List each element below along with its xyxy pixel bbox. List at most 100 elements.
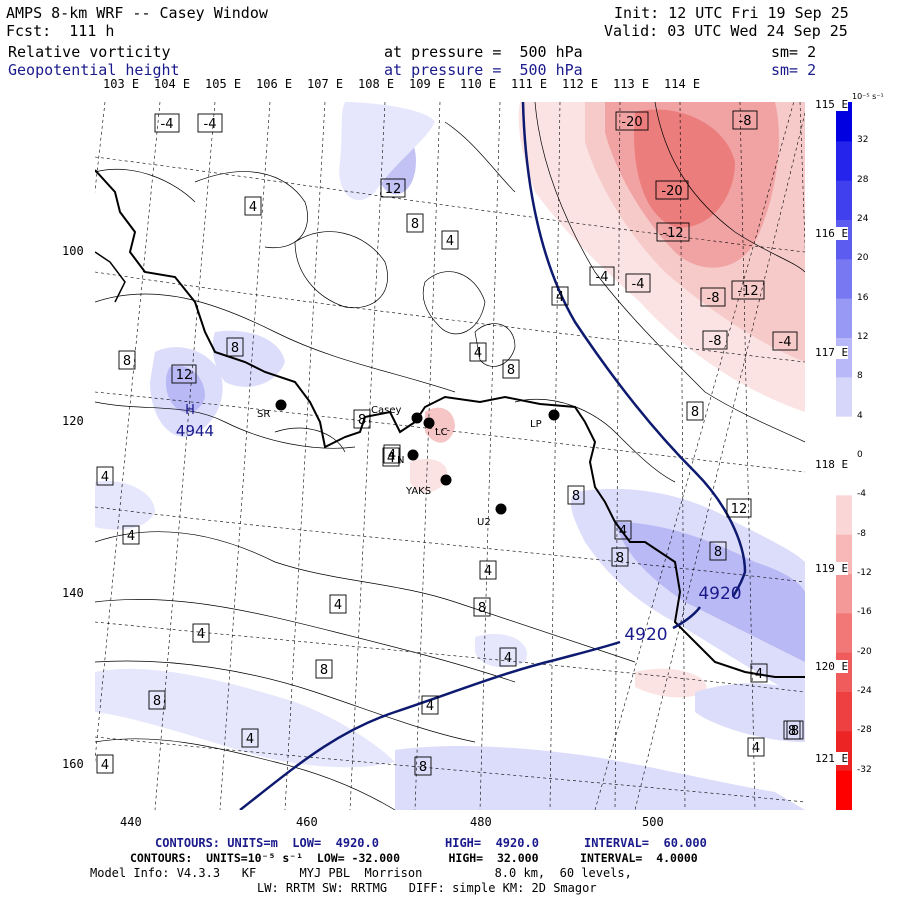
contour-label-value: 4 — [334, 598, 342, 613]
longitude-label: 113 E — [613, 77, 650, 91]
colorbar-unit: 10⁻⁵ s⁻¹ — [852, 92, 884, 101]
contour-label-box — [732, 110, 758, 130]
contour-label-box — [502, 359, 520, 379]
colorbar-label: -32 — [857, 764, 872, 775]
contour-label-box — [171, 364, 197, 384]
colorbar-label: 24 — [857, 214, 869, 224]
colorbar-label: 32 — [857, 135, 869, 146]
latitude-label: 119 E — [815, 562, 849, 575]
field1-pressure: at pressure = 500 hPa — [384, 43, 583, 61]
contour-label-box — [750, 663, 768, 683]
y-tick-label: 140 — [62, 586, 84, 600]
field1-name: Relative vorticity — [8, 43, 171, 61]
longitude-label: 105 E — [205, 77, 242, 91]
contour-label-value: -8 — [707, 291, 720, 306]
contour-label-value: -20 — [621, 115, 642, 130]
contour-label-box — [329, 594, 347, 614]
contour-label-box — [499, 647, 517, 667]
colorbar-segment — [836, 495, 852, 536]
colorbar-label: 12 — [857, 332, 869, 342]
contour-label-box — [241, 728, 259, 748]
graticule — [95, 102, 805, 810]
contour-label-value: -4 — [596, 270, 609, 285]
contour-label-box — [709, 541, 727, 561]
contour-label-box — [655, 180, 689, 200]
station-marker — [495, 503, 507, 515]
footer-vorticity-contours: CONTOURS: UNITS=10⁻⁵ s⁻¹ LOW= -32.000 HI… — [130, 851, 698, 865]
contour-label-value: 4 — [388, 448, 396, 463]
colorbar-segment — [836, 377, 852, 418]
y-tick-label: 100 — [62, 244, 84, 258]
station-label: Casey — [371, 405, 401, 416]
station-marker — [407, 449, 419, 461]
contour-label-value: -4 — [161, 117, 174, 132]
contour-label-value: 8 — [320, 663, 328, 678]
colorbar-segment — [836, 298, 852, 339]
contour-label-value: 12 — [176, 368, 193, 383]
contour-label-value: 4 — [387, 451, 395, 466]
contour-label-value: 8 — [507, 363, 515, 378]
colorbar-segment — [836, 613, 852, 654]
colorbar-label: -4 — [857, 489, 866, 500]
vorticity-contours — [95, 102, 805, 810]
contour-label-box — [154, 113, 180, 133]
station-label: SR — [257, 409, 270, 420]
contour-label-box — [731, 280, 765, 300]
x-tick-label: 480 — [470, 815, 492, 829]
contour-label-box — [786, 720, 804, 740]
contour-label-value: -4 — [204, 117, 217, 132]
y-tick-label: 160 — [62, 757, 84, 771]
longitude-label: 106 E — [256, 77, 293, 91]
contour-label-box — [551, 286, 569, 306]
height-label-4920-east: 4920 — [698, 584, 741, 604]
contour-label-value: 4 — [246, 732, 254, 747]
station-label: LP — [530, 419, 542, 430]
height-label-4920-south: 4920 — [624, 625, 667, 645]
footer-model-info: Model Info: V4.3.3 KF MYJ PBL Morrison 8… — [90, 866, 632, 880]
station-marker — [548, 409, 560, 421]
colorbar-segment — [836, 770, 852, 810]
contour-label-box — [686, 401, 704, 421]
colorbar-label: -8 — [857, 528, 866, 539]
longitude-label: 103 E — [103, 77, 140, 91]
contour-label-box — [226, 337, 244, 357]
contour-label-value: 4 — [249, 200, 257, 215]
contour-label-box — [726, 498, 752, 518]
latitude-label: 118 E — [815, 458, 849, 471]
station-marker — [440, 474, 452, 486]
station-label: U2 — [477, 517, 491, 528]
field2-name: Geopotential height — [8, 61, 180, 79]
contour-label-value: 12 — [385, 182, 402, 197]
contour-label-value: 8 — [358, 413, 366, 428]
footer-physics-info: LW: RRTM SW: RRTMG DIFF: simple KM: 2D S… — [257, 881, 597, 895]
contour-label-value: 12 — [731, 502, 748, 517]
colorbar-label: 28 — [857, 174, 869, 185]
contour-label-box — [747, 737, 765, 757]
height-contour-4920-south — [239, 640, 621, 810]
contour-label-value: 4 — [197, 627, 205, 642]
contour-label-value: 8 — [714, 545, 722, 560]
contour-label-value: 4 — [619, 524, 627, 539]
latitude-label: 117 E — [815, 346, 849, 359]
colorbar — [836, 102, 852, 810]
contour-label-value: 4 — [446, 234, 454, 249]
contour-label-box — [441, 230, 459, 250]
x-tick-label: 440 — [120, 815, 142, 829]
contour-label-box — [421, 695, 439, 715]
colorbar-segment — [836, 416, 852, 457]
station-marker — [275, 399, 287, 411]
station-label: N — [397, 455, 404, 466]
contour-label-value: 4 — [101, 470, 109, 485]
contour-label-box — [353, 409, 371, 429]
contour-label-box — [148, 690, 166, 710]
contour-label-box — [469, 342, 487, 362]
contour-label-value: 4 — [504, 651, 512, 666]
contour-label-value: 8 — [153, 694, 161, 709]
contour-label-box — [118, 350, 136, 370]
chart-title: AMPS 8-km WRF -- Casey Window — [6, 4, 268, 22]
contour-label-value: -4 — [779, 335, 792, 350]
contour-label-box — [197, 113, 223, 133]
contour-label-box — [611, 547, 629, 567]
footer-height-interval: INTERVAL= 60.000 — [584, 836, 707, 850]
colorbar-label: -28 — [857, 725, 872, 736]
